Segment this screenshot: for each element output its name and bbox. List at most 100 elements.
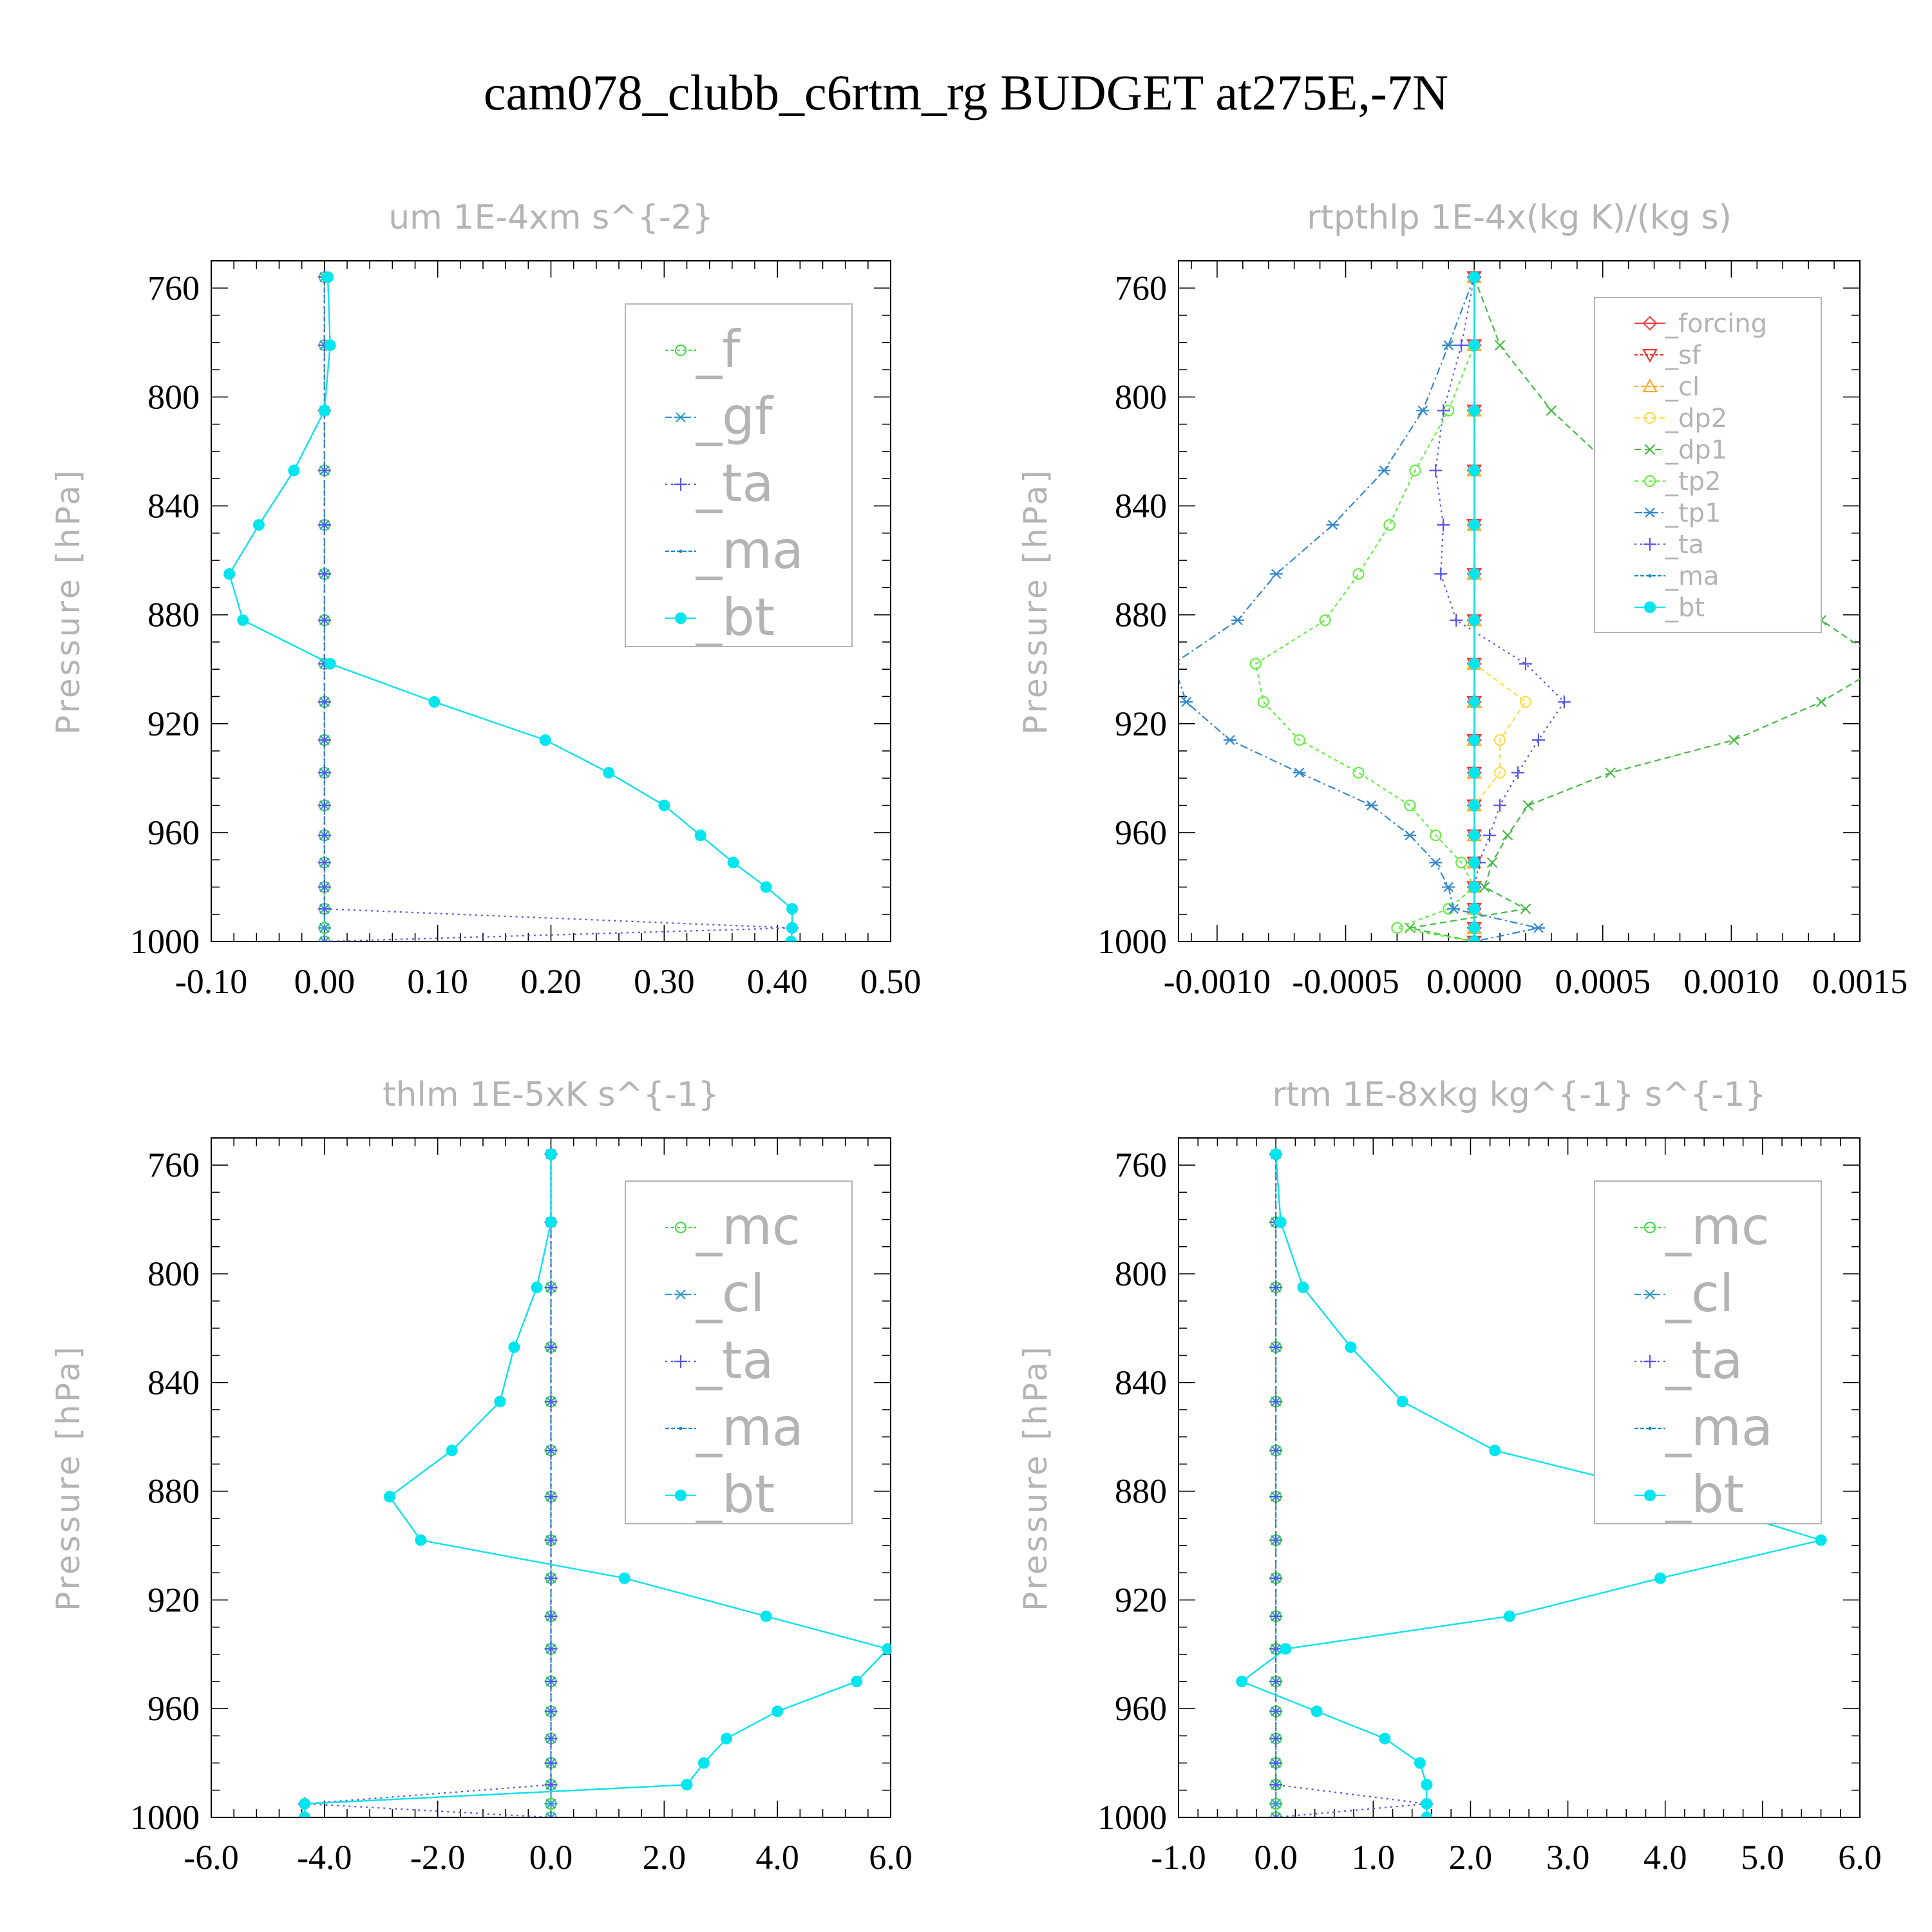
x-tick-label: 0.0010 xyxy=(1683,962,1779,1001)
y-tick-label: 1000 xyxy=(1097,922,1167,961)
data-point xyxy=(1249,658,1262,670)
legend-label: _mc xyxy=(696,1197,800,1256)
data-point xyxy=(603,766,615,779)
data-point xyxy=(544,1778,558,1792)
data-point xyxy=(544,1675,558,1688)
plot-area xyxy=(1236,1148,1827,1817)
legend-item: _ta xyxy=(665,1331,773,1390)
x-tick-label: -0.10 xyxy=(175,962,247,1001)
legend: _f _gf _ta _ma _bt xyxy=(625,303,853,647)
data-point xyxy=(1270,1148,1282,1160)
legend-label: _ma xyxy=(1665,1397,1773,1457)
data-point xyxy=(1468,734,1481,746)
legend-item: _ma xyxy=(665,1397,804,1457)
data-point xyxy=(1179,697,1193,707)
data-point xyxy=(544,1756,558,1770)
panel-1: um 1E-4xm s^{-2} 760 800 840 880 920 960 1000-0… xyxy=(50,198,921,1001)
data-point xyxy=(721,1732,733,1745)
legend-item: _ma xyxy=(665,520,804,580)
y-tick-label: 760 xyxy=(147,269,200,307)
y-tick-label: 920 xyxy=(147,705,200,743)
legend-item: _dp1 xyxy=(1634,435,1727,465)
data-point xyxy=(317,464,331,477)
x-tick-label: 0.0005 xyxy=(1555,962,1651,1001)
data-point xyxy=(544,1444,558,1457)
data-point xyxy=(1403,830,1417,840)
y-tick-label: 1000 xyxy=(1097,1798,1167,1837)
data-point xyxy=(1383,519,1396,531)
data-point xyxy=(1455,339,1468,352)
legend-marker xyxy=(674,344,687,357)
data-point xyxy=(1319,614,1331,627)
data-point xyxy=(1421,1812,1433,1817)
data-point xyxy=(786,903,799,915)
y-tick-label: 760 xyxy=(147,1146,200,1184)
legend-label: _ta xyxy=(696,453,773,513)
x-tick-label: 2.0 xyxy=(1449,1838,1493,1877)
data-point xyxy=(544,1533,558,1547)
legend-marker xyxy=(1643,1289,1656,1300)
legend-marker xyxy=(1644,444,1656,455)
data-point xyxy=(1479,882,1490,893)
data-point xyxy=(1815,1534,1827,1546)
figure-title: cam078_clubb_c6rtm_rg BUDGET at275E,-7N xyxy=(484,64,1448,120)
panel-title: rtm 1E-8xkg kg^{-1} s^{-1} xyxy=(1272,1075,1766,1114)
y-axis-label: Pressure [hPa] xyxy=(50,1344,87,1611)
data-point xyxy=(415,1534,427,1546)
legend-marker xyxy=(679,549,683,553)
panel-4: rtm 1E-8xkg kg^{-1} s^{-1} 760 800 840 880 92… xyxy=(1017,1075,1882,1877)
data-point xyxy=(299,1797,311,1810)
y-tick-label: 1000 xyxy=(130,922,200,961)
series-bt xyxy=(299,1148,891,1817)
data-point xyxy=(1486,857,1498,868)
legend-label: _bt xyxy=(696,1464,775,1524)
legend-marker xyxy=(1643,538,1656,551)
data-point xyxy=(494,1396,506,1408)
legend-marker xyxy=(1644,601,1656,613)
data-point xyxy=(1429,464,1443,477)
legend-label: _cl xyxy=(696,1264,764,1323)
data-point xyxy=(288,464,300,477)
legend-label: _sf xyxy=(1665,341,1701,370)
legend-marker xyxy=(674,1355,687,1368)
data-point xyxy=(1430,829,1442,842)
y-tick-label: 880 xyxy=(1115,596,1167,634)
data-point xyxy=(786,922,799,934)
x-tick-label: 6.0 xyxy=(1838,1838,1882,1877)
y-tick-label: 800 xyxy=(1115,1255,1167,1293)
y-tick-label: 920 xyxy=(1115,1580,1167,1619)
data-point xyxy=(1396,1396,1408,1408)
data-point xyxy=(1416,405,1430,416)
y-axis-label: Pressure [hPa] xyxy=(1017,468,1054,735)
data-point xyxy=(760,1610,772,1622)
x-tick-label: 0.10 xyxy=(407,962,468,1001)
x-tick-label: 6.0 xyxy=(869,1838,913,1877)
legend-label: _ma xyxy=(696,1397,804,1457)
data-point xyxy=(760,881,772,893)
data-point xyxy=(1442,340,1455,350)
data-point xyxy=(544,1642,558,1656)
data-point xyxy=(1557,695,1571,708)
y-tick-label: 960 xyxy=(1115,813,1167,852)
data-point xyxy=(1378,465,1391,476)
data-point xyxy=(1269,1609,1283,1623)
legend-label: _mc xyxy=(1665,1197,1770,1256)
y-tick-label: 920 xyxy=(1115,705,1167,743)
legend: _mc _cl _ta _ma _bt xyxy=(625,1180,853,1524)
y-tick-label: 880 xyxy=(147,596,200,634)
data-point xyxy=(531,1282,543,1294)
legend-marker xyxy=(1643,412,1656,424)
data-point xyxy=(1421,1779,1433,1791)
data-point xyxy=(1468,271,1481,283)
legend: _mc _cl _ta _ma _bt xyxy=(1594,1180,1822,1524)
y-axis-label: Pressure [hPa] xyxy=(50,468,87,735)
legend-marker xyxy=(675,1490,687,1501)
data-point xyxy=(1493,766,1506,779)
y-tick-label: 960 xyxy=(147,813,200,852)
legend-label: _tp2 xyxy=(1665,467,1721,497)
data-point xyxy=(1429,857,1443,868)
data-point xyxy=(1269,1732,1283,1745)
legend-item: _mc xyxy=(1634,1197,1770,1256)
y-tick-label: 960 xyxy=(1115,1689,1167,1728)
